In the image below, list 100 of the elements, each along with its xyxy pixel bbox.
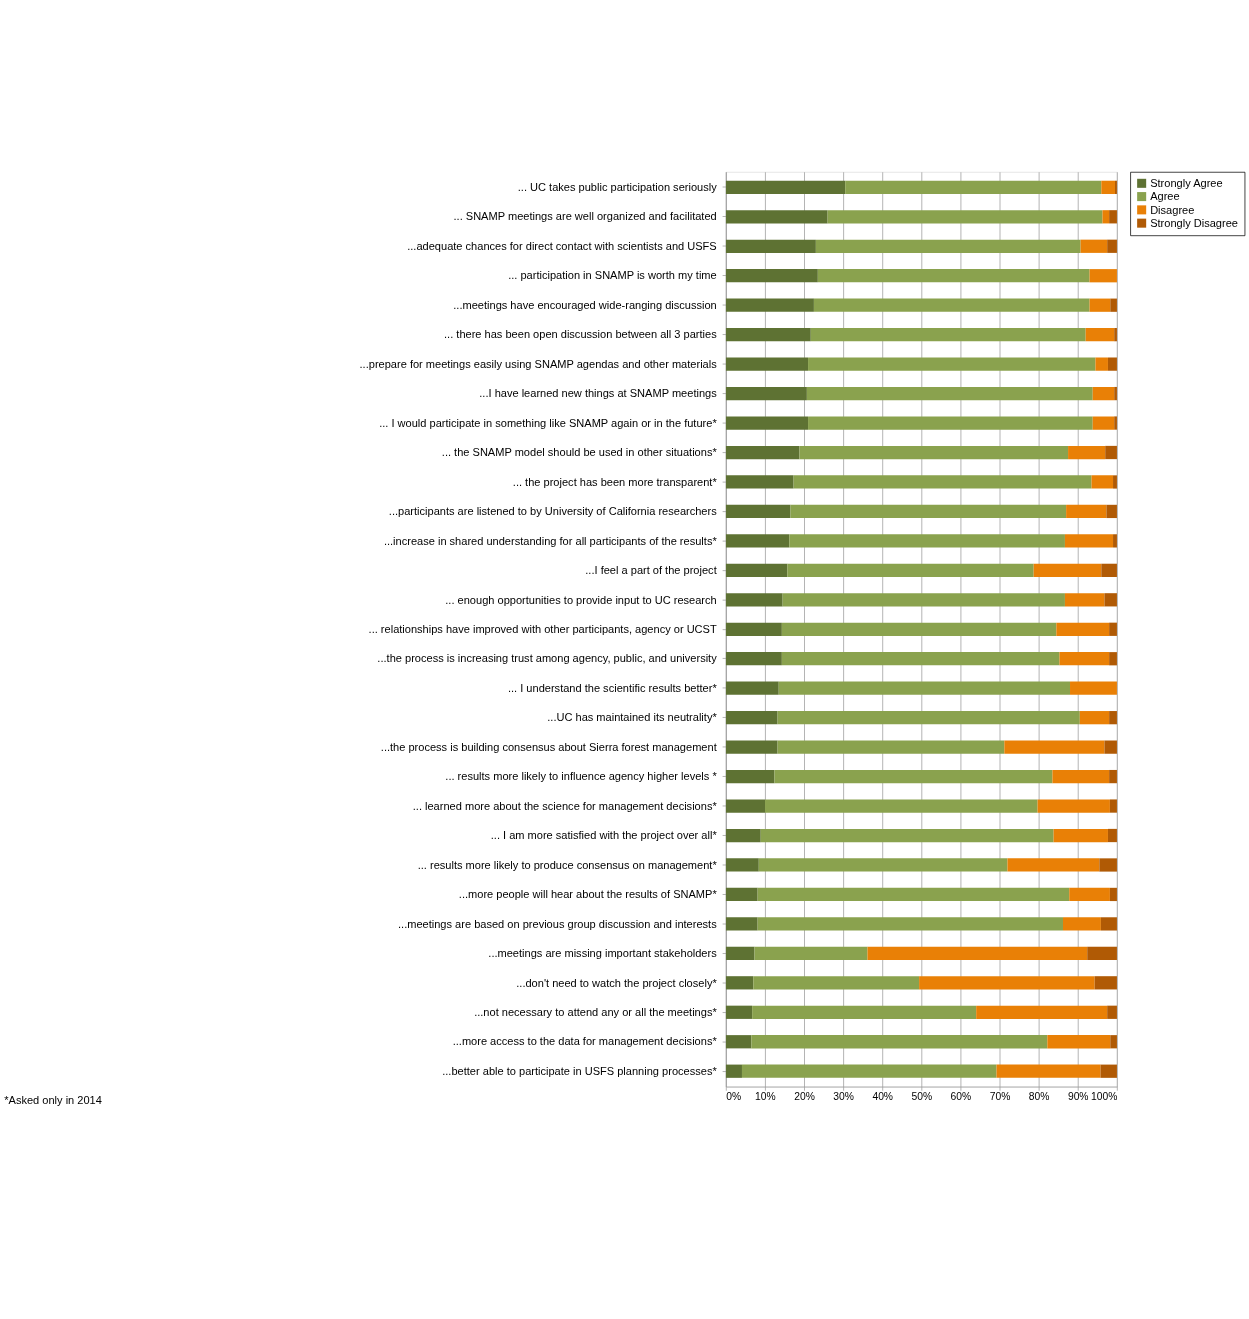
- bar: [725, 799, 766, 813]
- bar: [725, 357, 809, 371]
- bar: [1114, 386, 1117, 401]
- bar: [1056, 622, 1110, 636]
- bar: [827, 210, 1103, 224]
- x-tick-label: 80%: [1028, 1091, 1050, 1103]
- bar: [1092, 416, 1115, 430]
- bar: [760, 828, 1054, 843]
- bar: [725, 622, 782, 636]
- bar: [1100, 1064, 1117, 1078]
- bar: [1102, 210, 1110, 224]
- bar: [725, 887, 758, 902]
- bar: [808, 416, 1093, 430]
- bar: [725, 180, 846, 194]
- bar: [1033, 563, 1102, 577]
- x-tick-label: 50%: [911, 1091, 933, 1103]
- bar: [1104, 740, 1117, 754]
- bar: [996, 1064, 1101, 1078]
- y-tick-label: ... the SNAMP model should be used in other situations*: [441, 446, 718, 459]
- bar: [1091, 475, 1114, 489]
- bar: [1101, 563, 1117, 577]
- bar: [1062, 917, 1101, 931]
- bar: [1064, 534, 1114, 548]
- bar: [1110, 1035, 1117, 1049]
- bar: [757, 917, 1063, 931]
- legend-label: Disagree: [1150, 203, 1195, 216]
- bar: [725, 416, 809, 430]
- bar: [725, 328, 811, 342]
- bar: [813, 298, 1090, 312]
- bar: [1052, 769, 1110, 784]
- y-tick-label: ... enough opportunities to provide input to UC research: [445, 593, 717, 606]
- x-tick-label: 10%: [755, 1091, 776, 1103]
- y-tick-label: ... participation in SNAMP is worth my time: [508, 269, 717, 282]
- bar: [817, 269, 1090, 283]
- y-tick-label: ...adequate chances for direct contact with scientists and USFS: [407, 239, 717, 252]
- bar: [725, 563, 788, 577]
- bar: [1007, 858, 1100, 872]
- bar: [765, 799, 1038, 813]
- bar: [753, 976, 920, 990]
- bar: [1106, 504, 1117, 519]
- x-tick-label: 60%: [950, 1091, 972, 1103]
- bar: [815, 239, 1081, 253]
- y-tick-label: ... relationships have improved with other participants, agency or UCST: [368, 622, 717, 635]
- bar: [1053, 828, 1108, 843]
- y-tick-label: ...better able to participate in USFS planning processes*: [442, 1064, 718, 1077]
- legend-label: Strongly Disagree: [1150, 216, 1238, 229]
- bar: [1109, 887, 1117, 902]
- y-tick-label: ...increase in shared understanding for all participants of the results*: [383, 534, 718, 547]
- bar: [806, 386, 1093, 401]
- bar: [725, 740, 778, 754]
- bar: [1095, 357, 1108, 371]
- y-tick-label: ... SNAMP meetings are well organized and facilitated: [453, 210, 717, 223]
- bar: [1107, 1005, 1117, 1019]
- bar: [725, 445, 800, 460]
- bar: [777, 711, 1080, 725]
- legend-label: Agree: [1150, 190, 1180, 203]
- y-tick-label: ...don't need to watch the project closely*: [516, 976, 718, 989]
- bar: [725, 652, 782, 666]
- bar: [1101, 180, 1115, 194]
- y-tick-label: ...more people will hear about the results of SNAMP*: [458, 888, 718, 901]
- bar: [1004, 740, 1105, 754]
- bar: [1087, 946, 1117, 960]
- bar: [1064, 593, 1105, 607]
- y-tick-label: ... learned more about the science for management decisions*: [412, 799, 718, 812]
- bar: [1037, 799, 1110, 813]
- bar: [757, 887, 1070, 902]
- bar: [1109, 769, 1117, 784]
- y-tick-label: ... I understand the scientific results better*: [507, 681, 718, 694]
- x-tick-label: 0%: [726, 1091, 742, 1103]
- bar: [808, 357, 1096, 371]
- bar: [725, 976, 754, 990]
- bar: [725, 828, 761, 843]
- x-tick-label: 90%: [1067, 1091, 1089, 1103]
- bar: [725, 269, 818, 283]
- bar: [790, 504, 1067, 519]
- bar: [1085, 328, 1115, 342]
- bar: [725, 534, 790, 548]
- bar: [778, 681, 1071, 695]
- bar: [1104, 593, 1117, 607]
- bar: [781, 622, 1057, 636]
- y-tick-label: ... the project has been more transparent*: [512, 475, 718, 488]
- legend-label: Strongly Agree: [1150, 177, 1223, 189]
- bar: [1109, 210, 1117, 224]
- bar: [1089, 269, 1117, 283]
- bar: [752, 1005, 977, 1019]
- bar: [789, 534, 1065, 548]
- bar: [725, 593, 783, 607]
- bar: [754, 946, 868, 960]
- bar: [1068, 445, 1106, 460]
- bar: [1059, 652, 1110, 666]
- bar: [845, 180, 1102, 194]
- bar: [1109, 799, 1117, 813]
- bar: [751, 1035, 1048, 1049]
- y-tick-label: ...UC has maintained its neutrality*: [547, 711, 718, 724]
- y-tick-label: ...I feel a part of the project: [585, 564, 717, 577]
- bar: [725, 1064, 742, 1078]
- y-tick-label: ... results more likely to produce consensus on management*: [417, 858, 718, 871]
- bar: [1114, 416, 1117, 430]
- bar: [1113, 475, 1117, 489]
- bar: [725, 504, 791, 519]
